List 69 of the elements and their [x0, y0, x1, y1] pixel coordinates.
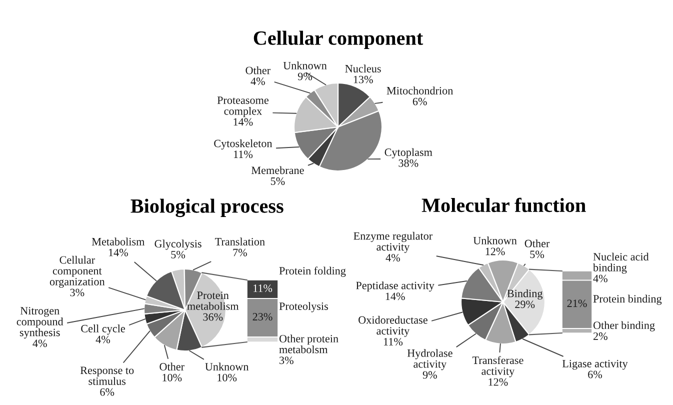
- data-label: 9%: [298, 72, 312, 80]
- data-label: 14%: [386, 292, 405, 300]
- slice-label: Nitrogen compound synthesis: [16, 307, 64, 339]
- slice-label: Oxidoreductase activity: [358, 316, 428, 337]
- slice-label: Cytoplasm: [384, 148, 432, 158]
- data-label: 29%: [515, 300, 535, 308]
- slice-label: Peptidase activity: [356, 281, 434, 292]
- slice-label: Transferase activity: [472, 356, 524, 378]
- slice-label: Protein metabolism: [187, 292, 239, 310]
- slice-label: Response to stimulus: [80, 366, 134, 385]
- slice-label: Ligase activity: [562, 360, 628, 370]
- data-label: 38%: [398, 159, 418, 167]
- slice-label: Other: [524, 239, 550, 248]
- data-label: 12%: [488, 378, 508, 386]
- chart-title: Molecular function: [422, 198, 586, 212]
- slice-label: Binding: [507, 289, 543, 300]
- data-label: 6%: [588, 370, 602, 378]
- slice-label: Translation: [215, 238, 265, 246]
- data-label: 23%: [252, 312, 272, 321]
- data-label: 5%: [530, 250, 544, 258]
- data-label: 4%: [386, 254, 400, 262]
- data-label: 6%: [412, 98, 427, 106]
- data-label: 9%: [422, 371, 437, 379]
- data-label: 10%: [162, 374, 182, 382]
- data-label: 6%: [100, 388, 114, 396]
- data-label: 7%: [233, 248, 247, 256]
- slice-label: Proteasome complex: [217, 96, 268, 118]
- data-label: 11%: [254, 284, 272, 292]
- slice-label: Glycolysis: [154, 240, 202, 250]
- slice-label: Metabolism: [92, 238, 145, 246]
- slice-label: Cytoskeleton: [214, 139, 272, 150]
- data-label: 14%: [108, 248, 128, 256]
- slice-label: Memebrane: [252, 166, 304, 174]
- data-label: 5%: [270, 177, 285, 185]
- slice-label: Mitochondrion: [386, 86, 453, 94]
- series-label: Other binding: [593, 321, 655, 332]
- data-label: 36%: [203, 313, 223, 321]
- data-label: 3%: [70, 288, 84, 296]
- series-label: Other protein metabolsm: [279, 334, 338, 354]
- slice-label: Other: [246, 66, 270, 74]
- data-label: 2%: [593, 332, 608, 340]
- data-label: 12%: [486, 248, 505, 256]
- chart-title: Biological process: [130, 198, 284, 218]
- slice-label: Enzyme regulator activity: [354, 232, 433, 253]
- series-label: Protein binding: [593, 294, 662, 305]
- data-label: 4%: [32, 340, 47, 348]
- slice-label: Cellular component organization: [50, 256, 105, 288]
- chart-title: Cellular component: [254, 30, 424, 50]
- data-label: 11%: [234, 150, 253, 158]
- slice-label: Cell cycle: [81, 324, 125, 335]
- series-label: Nucleic acid binding: [593, 252, 649, 274]
- data-label: 13%: [354, 76, 373, 84]
- series-label: Protein folding: [279, 266, 346, 277]
- slice-label: Unknown: [283, 62, 327, 70]
- slice-label: Unknown: [473, 236, 517, 244]
- data-label: 11%: [384, 338, 403, 346]
- data-label: 14%: [234, 118, 253, 126]
- slice-label: Unknown: [205, 362, 249, 370]
- series-label: Proteolysis: [279, 302, 328, 312]
- data-label: 10%: [218, 374, 237, 382]
- slice-label: Other: [160, 362, 184, 370]
- slice-label: Nucleus: [345, 64, 381, 72]
- data-label: 5%: [171, 250, 186, 258]
- data-label: 21%: [567, 300, 587, 308]
- slice-label: Hydrolase activity: [407, 349, 452, 370]
- data-label: 4%: [593, 274, 608, 282]
- data-label: 4%: [96, 336, 110, 344]
- data-label: 4%: [250, 78, 265, 86]
- data-label: 3%: [280, 356, 294, 364]
